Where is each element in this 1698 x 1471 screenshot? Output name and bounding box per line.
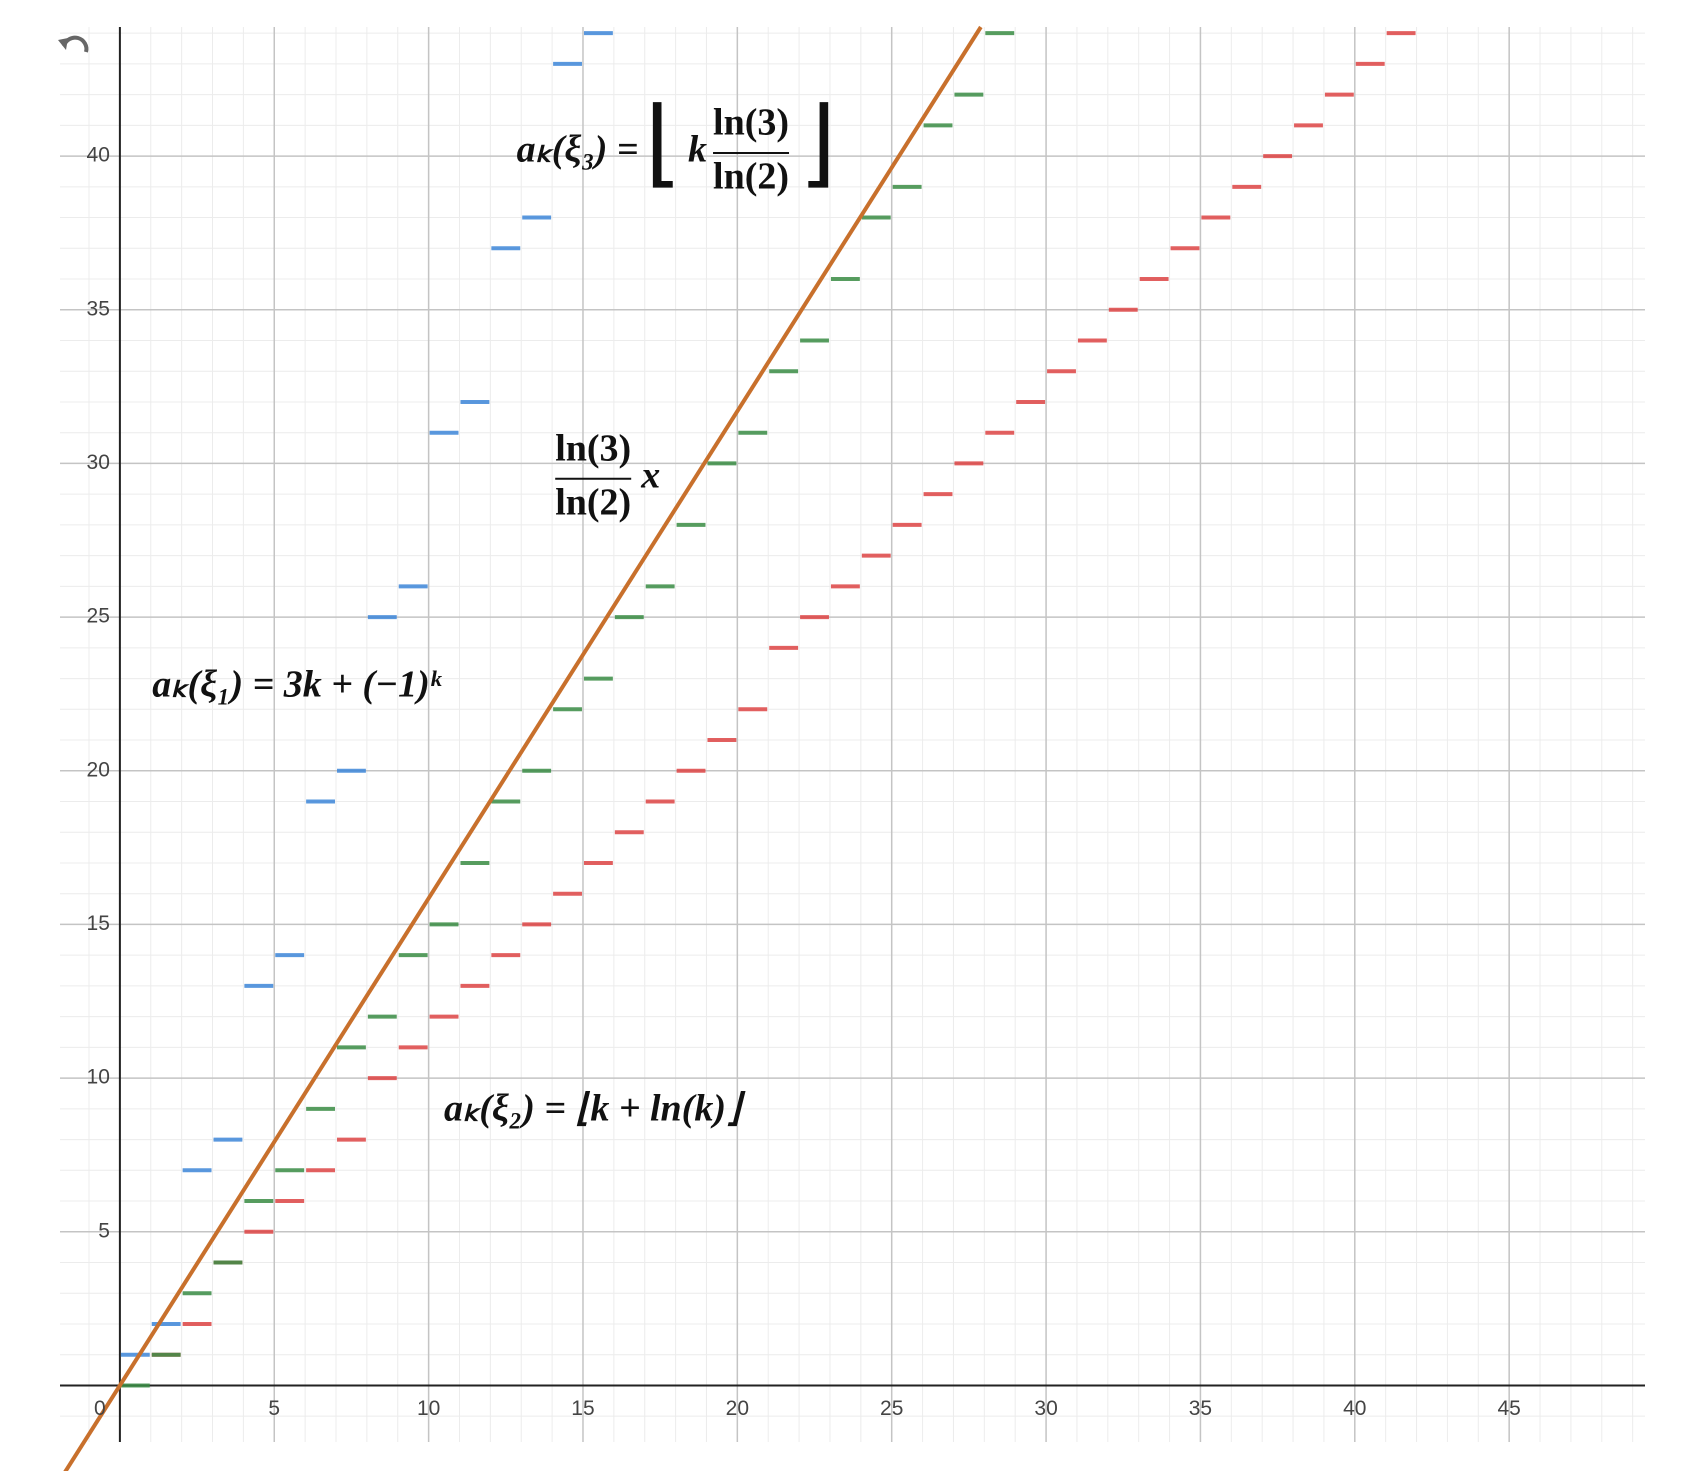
undo-arrow[interactable] (58, 38, 68, 50)
x-tick-label: 0 (94, 1397, 106, 1420)
y-tick-label: 15 (87, 912, 110, 935)
annotation: aₖ(ξ₁) = 3k + (−1)ᵏ (152, 664, 442, 706)
y-tick-label: 5 (98, 1219, 110, 1242)
x-tick-label: 40 (1343, 1397, 1366, 1420)
y-tick-label: 40 (87, 144, 110, 167)
annotation-numerator: ln(3) (555, 428, 631, 470)
y-tick-label: 20 (87, 758, 110, 781)
x-tick-label: 35 (1189, 1397, 1212, 1420)
x-tick-label: 20 (726, 1397, 749, 1420)
x-tick-label: 45 (1497, 1397, 1520, 1420)
annotation: ⌋ (799, 89, 836, 196)
annotation: k (688, 129, 707, 171)
x-tick-label: 10 (417, 1397, 440, 1420)
annotation: x (640, 455, 660, 497)
annotation-denominator: ln(2) (713, 156, 789, 198)
annotation-denominator: ln(2) (555, 482, 631, 524)
x-tick-label: 15 (571, 1397, 594, 1420)
grid (60, 27, 1645, 1442)
annotation: ⌊ (645, 89, 682, 196)
x-tick-label: 25 (880, 1397, 903, 1420)
y-tick-label: 35 (87, 297, 110, 320)
y-tick-label: 10 (87, 1066, 110, 1089)
annotation: aₖ(ξ₂) = ⌊k + ln(k)⌋ (444, 1088, 746, 1130)
y-tick-label: 30 (87, 451, 110, 474)
annotation: aₖ(ξ₃) = (517, 129, 639, 171)
x-tick-label: 5 (268, 1397, 280, 1420)
marks (63, 25, 1416, 1471)
trend-line (63, 25, 983, 1471)
annotation-numerator: ln(3) (713, 102, 789, 144)
labels: 0 5 10 15 20 25 30 35 40 45 5 10 15 20 25 30 35 40 aₖ(ξ₃) … (87, 89, 1521, 1420)
x-tick-label: 30 (1034, 1397, 1057, 1420)
y-tick-label: 25 (87, 605, 110, 628)
